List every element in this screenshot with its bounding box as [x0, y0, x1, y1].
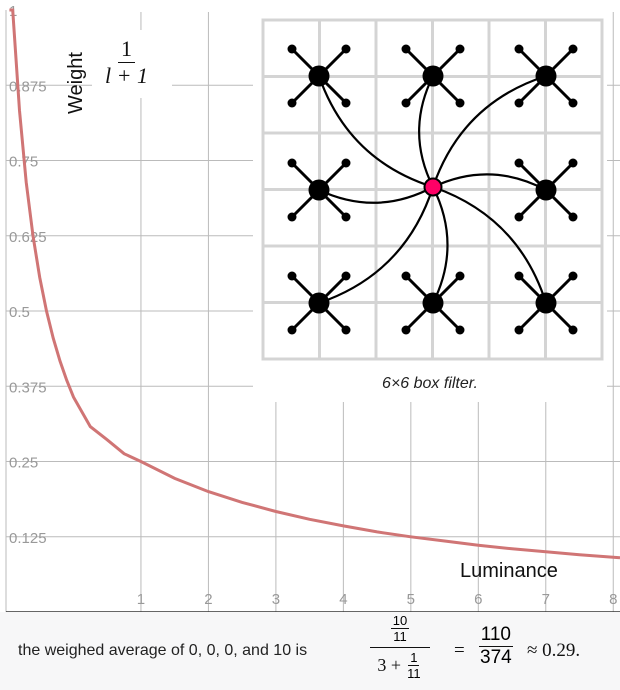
frac-den-num: 1: [408, 650, 420, 666]
x-tick-label: 4: [339, 591, 347, 608]
sample-point: [287, 325, 297, 335]
sample-point: [568, 325, 578, 335]
result-fraction: 110 374: [478, 624, 514, 669]
x-axis-title: Luminance: [460, 560, 558, 582]
x-tick-label: 2: [204, 591, 212, 608]
x-tick-label: 3: [272, 591, 280, 608]
center-pixel: [423, 177, 443, 197]
sample-point: [401, 271, 411, 281]
filter-node: [308, 292, 330, 314]
sample-point: [287, 212, 297, 222]
sample-point: [455, 98, 465, 108]
sample-point: [514, 98, 524, 108]
sample-point: [455, 325, 465, 335]
weighted-average-text: the weighed average of 0, 0, 0, and 10 i…: [18, 642, 308, 659]
sample-point: [341, 98, 351, 108]
filter-connector: [431, 74, 547, 188]
formula-numerator: 1: [117, 36, 135, 63]
sample-point: [514, 212, 524, 222]
filter-connector: [418, 75, 434, 188]
filter-connector: [318, 186, 434, 204]
sample-point: [514, 158, 524, 168]
sample-point: [341, 325, 351, 335]
weighted-fraction: 10 11 3 + 1 11: [370, 613, 430, 681]
filter-connector: [317, 75, 434, 189]
weight-formula: 1 l + 1: [92, 30, 172, 98]
frac-den-den: 11: [407, 666, 421, 681]
sample-point: [568, 212, 578, 222]
filter-connector: [432, 185, 548, 304]
sample-point: [455, 271, 465, 281]
y-tick-label: 0.25: [9, 455, 38, 472]
frac-num-num: 10: [390, 613, 410, 629]
sample-point: [341, 212, 351, 222]
x-tick-label: 8: [609, 591, 617, 608]
box-filter-caption: 6×6 box filter.: [382, 375, 478, 392]
sample-point: [514, 271, 524, 281]
filter-node: [308, 65, 330, 87]
approximation: ≈ 0.29.: [527, 640, 581, 661]
filter-node: [308, 179, 330, 201]
sample-point: [568, 44, 578, 54]
sample-point: [401, 325, 411, 335]
filter-node: [535, 179, 557, 201]
sample-point: [287, 271, 297, 281]
filter-connector: [432, 173, 547, 191]
sample-point: [568, 98, 578, 108]
result-denominator: 374: [480, 647, 512, 668]
filter-connector: [432, 186, 449, 304]
x-tick-label: 6: [474, 591, 482, 608]
sample-point: [341, 158, 351, 168]
equals-sign: =: [454, 640, 465, 661]
y-tick-label: 0.5: [9, 304, 30, 321]
y-axis-title: Weight: [65, 52, 87, 114]
filter-node: [535, 65, 557, 87]
sample-point: [287, 158, 297, 168]
filter-node: [422, 292, 444, 314]
formula-denominator: l + 1: [105, 63, 148, 88]
y-tick-label: 0.125: [9, 530, 47, 547]
frac-den-lead: 3 +: [377, 655, 402, 675]
x-tick-label: 1: [137, 591, 145, 608]
weight-curve: [9, 8, 620, 560]
sample-point: [341, 271, 351, 281]
sample-point: [568, 158, 578, 168]
x-tick-label: 7: [542, 591, 550, 608]
sample-point: [287, 98, 297, 108]
y-tick-label: 0.375: [9, 379, 47, 396]
sample-point: [401, 44, 411, 54]
x-tick-label: 5: [407, 591, 415, 608]
footer-band: [0, 612, 620, 690]
filter-node: [422, 65, 444, 87]
sample-point: [401, 98, 411, 108]
y-tick-label: 0.875: [9, 78, 47, 95]
filter-node: [535, 292, 557, 314]
y-tick-label: 0.625: [9, 229, 47, 246]
sample-point: [568, 271, 578, 281]
sample-point: [514, 325, 524, 335]
box-filter-diagram: 6×6 box filter.: [253, 10, 607, 402]
filter-connector: [318, 186, 435, 305]
sample-point: [287, 44, 297, 54]
result-numerator: 110: [478, 624, 513, 647]
frac-num-den: 11: [393, 629, 407, 644]
sample-point: [514, 44, 524, 54]
sample-point: [455, 44, 465, 54]
sample-point: [341, 44, 351, 54]
